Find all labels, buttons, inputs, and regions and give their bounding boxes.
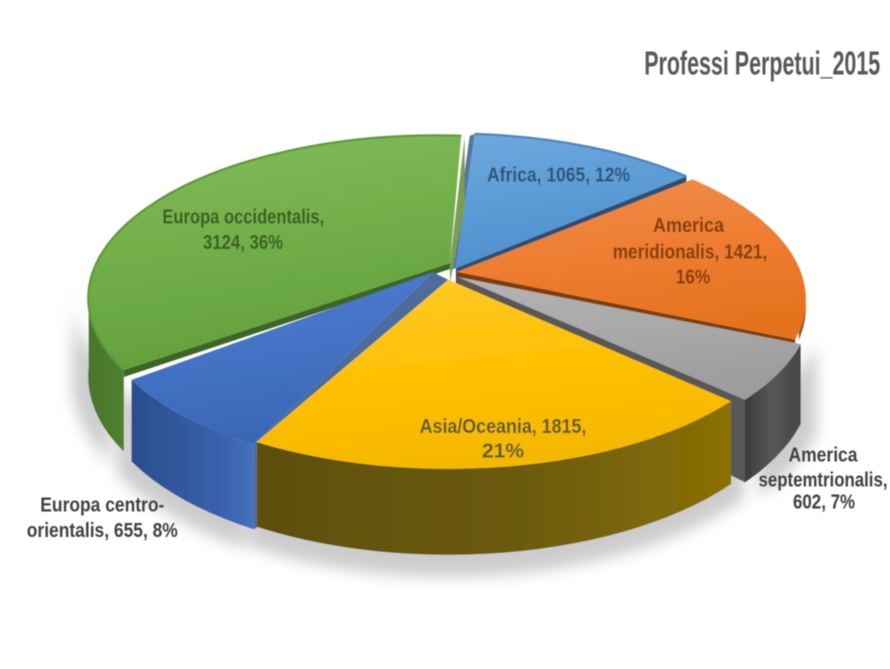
svg-text:Professi Perpetui_2015: Professi Perpetui_2015 — [644, 45, 880, 82]
svg-text:21%: 21% — [482, 441, 524, 463]
svg-text:Europa occidentalis,: Europa occidentalis, — [162, 206, 324, 228]
svg-text:3124, 36%: 3124, 36% — [203, 232, 283, 254]
svg-text:septemtrionalis,: septemtrionalis, — [759, 470, 888, 492]
svg-text:orientalis, 655, 8%: orientalis, 655, 8% — [27, 520, 178, 542]
svg-text:America: America — [653, 215, 725, 237]
svg-text:Asia/Oceania, 1815,: Asia/Oceania, 1815, — [420, 416, 587, 438]
svg-text:16%: 16% — [676, 267, 711, 289]
svg-text:602, 7%: 602, 7% — [793, 492, 855, 514]
svg-text:meridionalis, 1421,: meridionalis, 1421, — [613, 242, 768, 264]
svg-text:America: America — [789, 444, 859, 466]
svg-text:Africa, 1065, 12%: Africa, 1065, 12% — [487, 165, 630, 187]
svg-text:Europa centro-: Europa centro- — [40, 495, 164, 517]
